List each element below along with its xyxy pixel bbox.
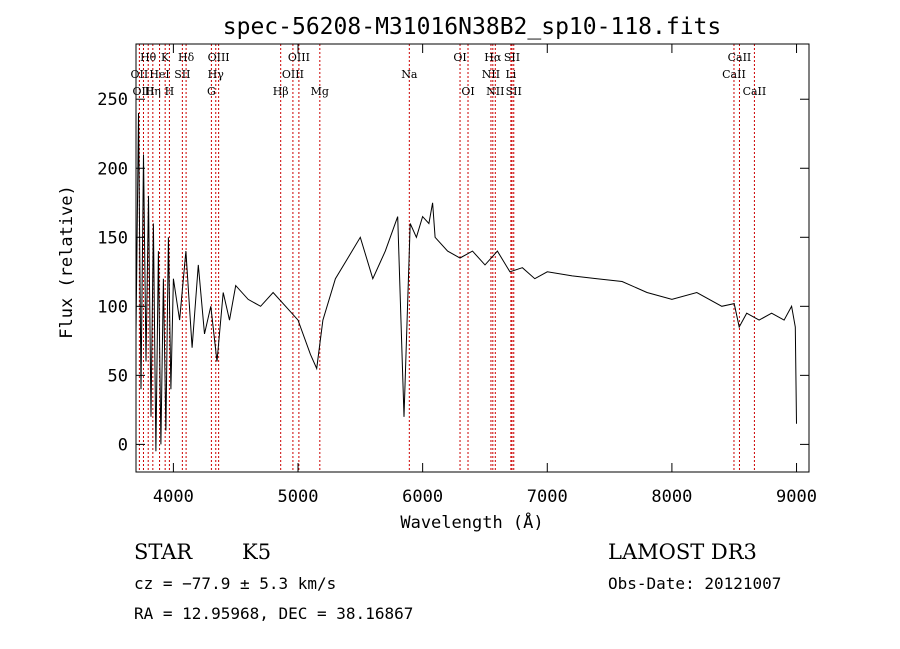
line-label-13: OIII [282,68,304,81]
plot-frame [135,43,810,473]
x-tick-label-2: 6000 [402,487,443,507]
line-label-9: OII [131,68,149,81]
line-label-11: SII [174,68,190,81]
line-label-3: OIII [208,51,230,64]
line-label-14: Na [401,68,418,81]
emission-line-markers [138,44,755,472]
line-label-22: Hβ [273,85,289,98]
line-label-7: SII [504,51,520,64]
line-label-20: H [165,85,175,98]
observation-date: Obs-Date: 20121007 [608,574,782,593]
line-label-24: OI [461,85,474,98]
survey-name: LAMOST DR3 [608,540,757,564]
spectrum-line [135,112,797,452]
y-axis-label: Flux (relative) [57,185,77,339]
x-axis-label: Wavelength (Å) [400,511,543,533]
object-class: STAR [134,540,193,564]
spectral-subclass: K5 [242,540,272,564]
x-tick-label-1: 5000 [278,487,319,507]
line-label-6: Hα [484,51,502,64]
line-label-8: CaII [728,51,752,64]
y-tick-label-2: 100 [97,297,128,317]
line-label-12: Hγ [208,68,225,81]
line-label-4: OIII [288,51,310,64]
sky-coordinates: RA = 12.95968, DEC = 38.16867 [134,604,414,623]
line-label-26: SII [506,85,522,98]
line-label-10: HeI [149,68,169,81]
line-label-0: Hθ [140,51,157,64]
y-tick-label-4: 200 [97,159,128,179]
line-label-18: OIII [132,85,154,98]
line-label-23: Mg [311,85,329,98]
line-label-25: NII [486,85,504,98]
y-tick-label-1: 50 [108,366,128,386]
chart-title: spec-56208-M31016N38B2_sp10-118.fits [223,14,722,40]
line-label-27: CaII [743,85,767,98]
x-tick-label-5: 9000 [776,487,817,507]
line-label-15: NII [482,68,500,81]
x-tick-label-4: 8000 [651,487,692,507]
y-tick-label-0: 0 [118,435,128,455]
x-tick-label-0: 4000 [153,487,194,507]
y-axis: 0 50 100 150 200 250 [97,90,809,455]
x-axis: 4000 5000 6000 7000 8000 9000 [153,44,817,507]
line-label-5: OI [453,51,466,64]
line-label-17: CaII [722,68,746,81]
line-label-2: Hδ [178,51,195,64]
line-label-21: G [207,85,216,98]
x-tick-label-3: 7000 [527,487,568,507]
y-tick-label-5: 250 [97,90,128,110]
y-tick-label-3: 150 [97,228,128,248]
line-label-1: K [161,51,170,64]
line-label-19: Hη [145,85,161,98]
line-label-16: Li [505,68,516,81]
redshift-velocity: cz = −77.9 ± 5.3 km/s [134,574,337,593]
